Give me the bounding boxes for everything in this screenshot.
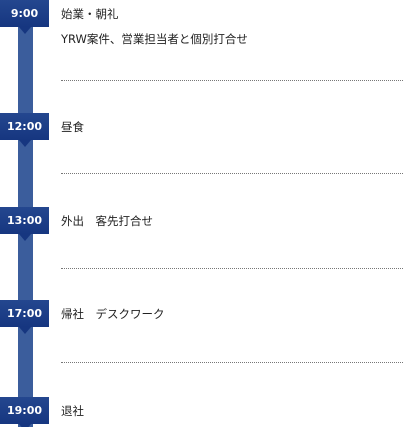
separator bbox=[61, 80, 403, 81]
time-badge: 19:00 bbox=[0, 397, 49, 427]
schedule-text: 昼食 bbox=[61, 120, 84, 134]
time-badge: 9:00 bbox=[0, 0, 49, 34]
separator bbox=[61, 173, 403, 174]
separator bbox=[61, 362, 403, 363]
schedule-text: 退社 bbox=[61, 404, 84, 418]
time-badge: 12:00 bbox=[0, 113, 49, 147]
separator bbox=[61, 268, 403, 269]
schedule-text: YRW案件、営業担当者と個別打合せ bbox=[61, 32, 248, 46]
schedule-text: 帰社 デスクワーク bbox=[61, 307, 165, 321]
schedule-text: 外出 客先打合せ bbox=[61, 214, 153, 228]
time-badge: 13:00 bbox=[0, 207, 49, 241]
schedule-text: 始業・朝礼 bbox=[61, 7, 119, 21]
time-badge: 17:00 bbox=[0, 300, 49, 334]
